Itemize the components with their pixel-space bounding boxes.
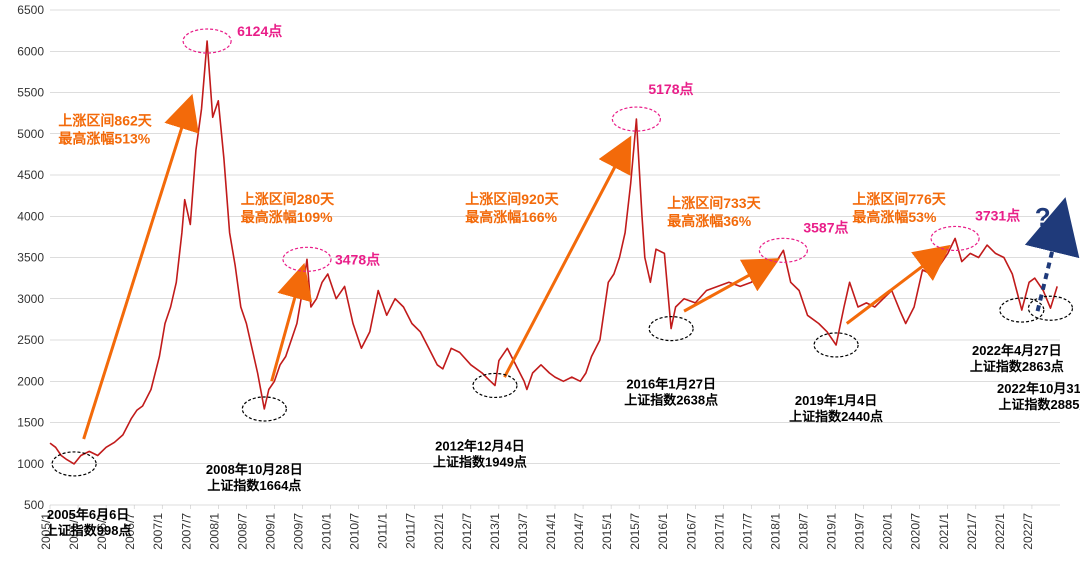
rally-label: 最高涨幅36%	[667, 213, 752, 229]
x-tick-label: 2007/1	[151, 513, 165, 550]
trough-label: 2016年1月27日	[626, 377, 716, 392]
x-tick-label: 2018/1	[768, 513, 782, 550]
rally-label: 最高涨幅513%	[58, 131, 150, 147]
trough-label: 上证指数2885点	[999, 397, 1080, 412]
x-tick-label: 2017/7	[740, 513, 754, 550]
x-tick-label: 2013/7	[516, 513, 530, 550]
rally-label: 最高涨幅166%	[465, 209, 557, 225]
y-tick-label: 6000	[17, 44, 44, 58]
trough-label: 上证指数2638点	[624, 393, 718, 408]
y-tick-label: 3000	[17, 292, 44, 306]
y-tick-label: 5500	[17, 86, 44, 100]
x-tick-label: 2011/1	[376, 513, 390, 549]
x-tick-label: 2013/1	[488, 513, 502, 550]
peak-label: 3478点	[335, 251, 380, 267]
x-tick-label: 2015/1	[600, 513, 614, 550]
trough-label: 上证指数1949点	[433, 454, 527, 469]
projection-question: ?	[1035, 202, 1051, 232]
peak-label: 5178点	[648, 81, 693, 97]
trough-label: 2012年12月4日	[435, 438, 525, 453]
trough-label: 上证指数2863点	[970, 359, 1064, 374]
y-tick-label: 3500	[17, 251, 44, 265]
x-tick-label: 2016/1	[656, 513, 670, 550]
y-tick-label: 1000	[17, 457, 44, 471]
x-tick-label: 2018/7	[797, 513, 811, 550]
peak-label: 3587点	[803, 219, 848, 235]
x-tick-label: 2014/7	[572, 513, 586, 550]
x-tick-label: 2019/1	[825, 513, 839, 550]
x-tick-label: 2009/7	[292, 513, 306, 550]
y-tick-label: 2000	[17, 374, 44, 388]
y-tick-label: 4000	[17, 209, 44, 223]
peak-label: 3731点	[975, 207, 1020, 223]
y-tick-label: 1500	[17, 416, 44, 430]
rally-label: 上涨区间920天	[465, 191, 559, 207]
x-tick-label: 2010/7	[348, 513, 362, 550]
x-tick-label: 2021/1	[937, 513, 951, 550]
y-tick-label: 5000	[17, 127, 44, 141]
trough-label: 上证指数2440点	[789, 409, 883, 424]
x-tick-label: 2012/7	[460, 513, 474, 550]
rally-label: 最高涨幅109%	[241, 209, 333, 225]
x-tick-label: 2022/1	[993, 513, 1007, 550]
trough-label: 2008年10月28日	[206, 462, 303, 477]
x-tick-label: 2016/7	[684, 513, 698, 550]
x-tick-label: 2008/1	[207, 513, 221, 550]
x-tick-label: 2012/1	[432, 513, 446, 550]
x-tick-label: 2011/7	[404, 513, 418, 549]
x-tick-label: 2020/1	[881, 513, 895, 550]
rally-label: 上涨区间733天	[667, 195, 761, 211]
x-tick-label: 2009/1	[263, 513, 277, 550]
rally-label: 最高涨幅53%	[852, 209, 937, 225]
trough-label: 上证指数998点	[45, 523, 132, 538]
x-tick-label: 2014/1	[544, 513, 558, 550]
rally-label: 上涨区间280天	[241, 191, 335, 207]
trough-label: 2005年6月6日	[47, 507, 129, 522]
x-tick-label: 2022/7	[1021, 513, 1035, 550]
trough-label: 上证指数1664点	[207, 478, 301, 493]
y-tick-label: 4500	[17, 168, 44, 182]
rally-label: 上涨区间862天	[58, 113, 152, 129]
y-tick-label: 6500	[17, 3, 44, 17]
x-tick-label: 2020/7	[909, 513, 923, 550]
y-tick-label: 2500	[17, 333, 44, 347]
trough-label: 2019年1月4日	[795, 393, 877, 408]
x-tick-label: 2010/1	[320, 513, 334, 550]
x-tick-label: 2017/1	[712, 513, 726, 550]
x-tick-label: 2015/7	[628, 513, 642, 550]
trough-label: 2022年4月27日	[972, 343, 1062, 358]
x-tick-label: 2021/7	[965, 513, 979, 550]
sse-index-history-chart: 500 1000 1500 2000 2500 3000 3500 4000 4500 5000 5…	[0, 0, 1080, 575]
x-tick-label: 2007/7	[179, 513, 193, 550]
peak-label: 6124点	[237, 23, 282, 39]
x-tick-label: 2008/7	[235, 513, 249, 550]
y-tick-label: 500	[24, 498, 44, 512]
x-tick-label: 2019/7	[853, 513, 867, 550]
trough-label: 2022年10月31日	[997, 381, 1080, 396]
rally-label: 上涨区间776天	[852, 191, 946, 207]
